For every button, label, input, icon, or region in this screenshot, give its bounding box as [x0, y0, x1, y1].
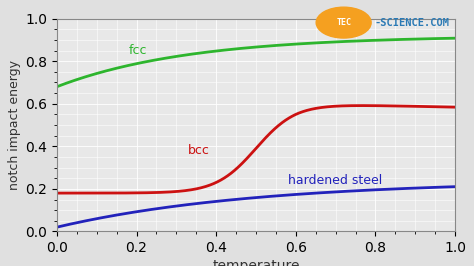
X-axis label: temperature: temperature: [212, 259, 300, 266]
Y-axis label: notch impact energy: notch impact energy: [8, 60, 21, 190]
Text: fcc: fcc: [128, 44, 147, 57]
Text: bcc: bcc: [188, 144, 210, 157]
Text: -SCIENCE.COM: -SCIENCE.COM: [374, 18, 449, 28]
Text: hardened steel: hardened steel: [288, 173, 382, 186]
Circle shape: [316, 7, 371, 38]
Text: TEC: TEC: [336, 18, 351, 27]
